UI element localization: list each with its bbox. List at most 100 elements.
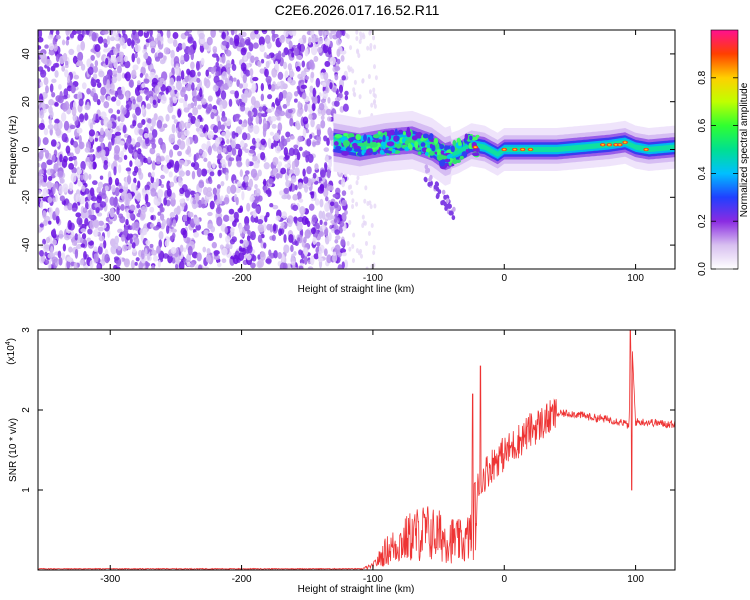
noise-cell <box>348 246 352 252</box>
noise-cell <box>283 244 290 254</box>
noise-cell <box>264 34 271 44</box>
noise-cell <box>320 169 326 178</box>
noise-cell <box>60 112 67 122</box>
noise-cell <box>133 221 140 231</box>
noise-cell <box>246 235 251 242</box>
noise-cell <box>88 173 92 180</box>
noise-cell <box>231 63 237 72</box>
noise-cell <box>315 77 321 88</box>
noise-cell <box>119 36 125 46</box>
noise-cell <box>169 149 174 158</box>
noise-cell <box>341 75 346 81</box>
noise-cell <box>243 223 250 232</box>
x-tick-label: -100 <box>363 574 383 585</box>
noise-cell <box>85 30 90 36</box>
noise-cell <box>221 54 226 64</box>
ridge-cell <box>404 146 410 152</box>
noise-cell <box>162 123 168 129</box>
noise-cell <box>292 262 296 268</box>
peak-cell <box>644 148 648 151</box>
noise-cell <box>163 197 167 206</box>
noise-cell <box>66 74 71 84</box>
noise-cell <box>100 86 107 96</box>
noise-cell <box>257 223 264 233</box>
ridge-cell <box>452 159 458 165</box>
noise-cell <box>231 147 237 156</box>
noise-cell <box>234 30 238 35</box>
peak-cell <box>601 143 605 146</box>
snr-panel: -300 -200 -100 0 100 1 2 3 Height of straight … <box>5 327 676 595</box>
noise-cell <box>278 110 286 117</box>
noise-cell <box>153 255 159 262</box>
noise-cell <box>81 82 87 90</box>
ridge-cell <box>406 130 412 138</box>
noise-cell <box>130 259 136 269</box>
noise-cell <box>304 229 311 239</box>
noise-cell <box>133 114 137 122</box>
ridge-cell <box>472 152 480 157</box>
noise-cell <box>341 190 347 196</box>
noise-cell <box>116 109 121 115</box>
noise-cell <box>307 102 311 113</box>
noise-cell <box>108 108 114 114</box>
noise-cell <box>305 129 310 134</box>
noise-cell <box>144 184 150 191</box>
noise-cell <box>58 84 62 90</box>
noise-cell <box>274 60 279 71</box>
noise-cell <box>72 140 79 148</box>
noise-cell <box>275 215 281 221</box>
noise-cell <box>84 147 91 153</box>
noise-cell <box>221 258 227 264</box>
noise-cell <box>97 36 104 44</box>
noise-cell <box>195 152 199 160</box>
noise-cell <box>180 70 185 81</box>
noise-cell <box>196 77 201 83</box>
noise-cell <box>196 83 201 92</box>
noise-cell <box>302 168 306 177</box>
noise-cell <box>314 198 320 206</box>
noise-cell <box>111 76 118 84</box>
noise-cell <box>192 106 199 116</box>
noise-cell <box>263 162 270 170</box>
noise-cell <box>265 60 270 69</box>
x-tick-label: -300 <box>100 273 120 284</box>
noise-cell <box>134 52 138 59</box>
noise-cell <box>59 195 65 202</box>
noise-cell <box>293 251 297 256</box>
noise-cell <box>87 66 94 76</box>
noise-cell <box>241 31 247 38</box>
ridge-cell <box>429 133 434 140</box>
noise-cell <box>85 161 90 167</box>
noise-cell <box>114 145 121 155</box>
noise-cell <box>307 153 314 163</box>
noise-cell <box>149 147 156 155</box>
noise-cell <box>100 95 105 103</box>
noise-cell <box>101 192 107 200</box>
noise-cell <box>61 39 66 46</box>
noise-cell <box>78 195 86 205</box>
noise-cell <box>62 243 67 252</box>
noise-cell <box>297 178 304 183</box>
noise-cell <box>70 84 76 94</box>
ridge-cell <box>357 142 365 146</box>
noise-cell <box>351 198 355 204</box>
noise-cell <box>61 158 68 168</box>
noise-cell <box>235 196 239 206</box>
noise-cell <box>250 55 255 64</box>
noise-cell <box>328 232 332 242</box>
noise-cell <box>334 97 342 102</box>
noise-cell <box>238 83 244 89</box>
y-tick-label: 40 <box>21 48 32 60</box>
peak-cell <box>502 148 506 151</box>
noise-cell <box>48 51 55 56</box>
noise-cell <box>308 113 313 120</box>
noise-cell <box>217 262 222 268</box>
noise-cell <box>254 184 258 189</box>
noise-cell <box>322 43 329 54</box>
noise-cell <box>333 100 340 107</box>
noise-cell <box>356 175 360 181</box>
noise-cell <box>306 166 312 175</box>
noise-cell <box>271 106 275 112</box>
noise-cell <box>151 77 158 85</box>
noise-cell <box>77 168 82 175</box>
